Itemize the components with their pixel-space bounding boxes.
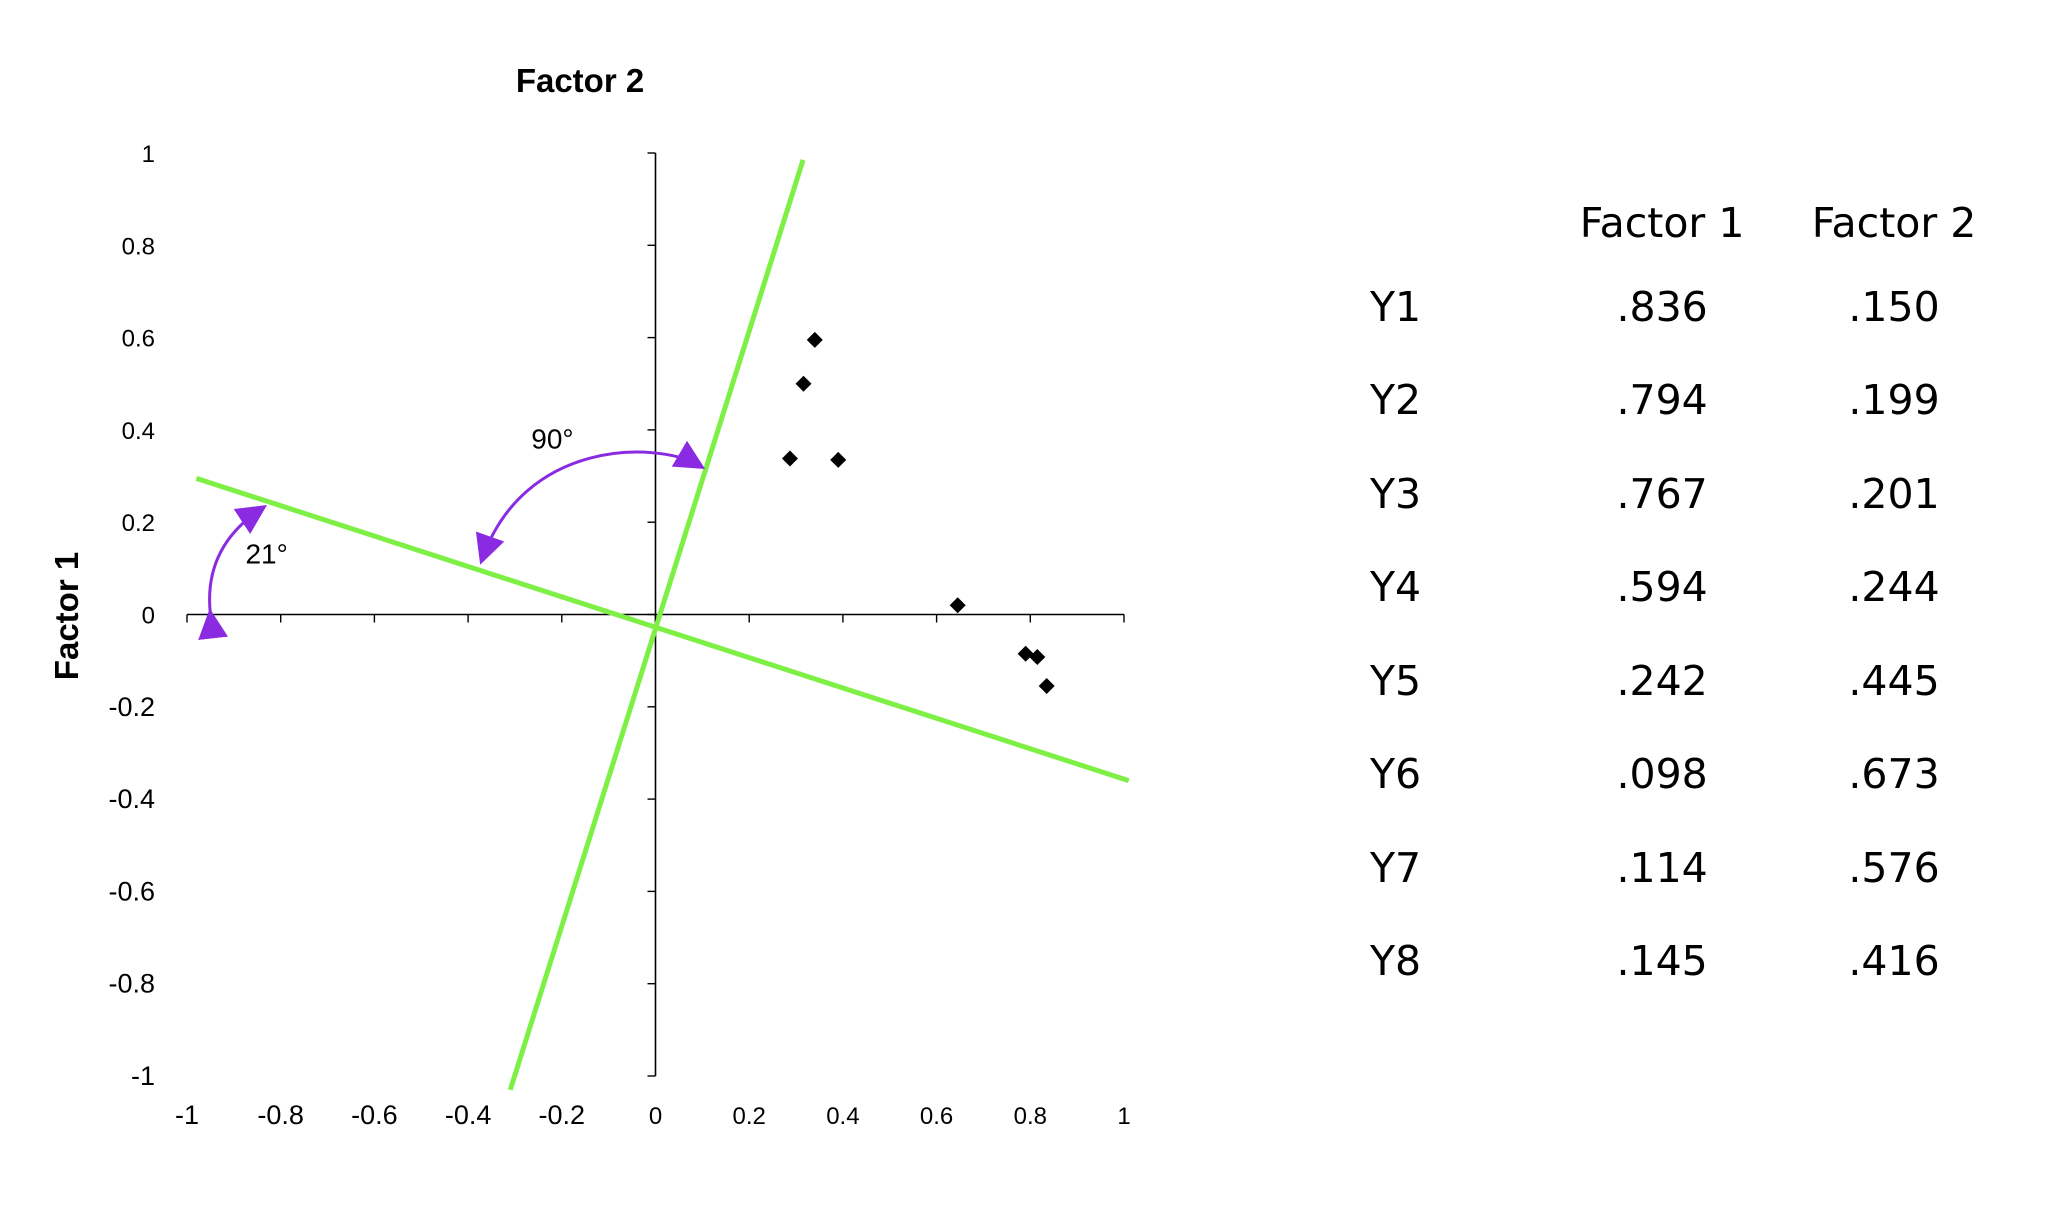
data-points [781,331,1055,695]
factor-1-value: .114 [1616,843,1708,892]
x-tick-label: -1 [175,1100,199,1130]
y-tick-label: 0.8 [122,233,155,260]
data-point [795,375,812,392]
factor-2-value: .199 [1848,376,1940,425]
data-point [1017,645,1034,662]
rotated-factor-line-2 [507,159,806,1091]
factor-1-value: .836 [1616,282,1708,331]
chart-title: Factor 2 [516,62,644,99]
axes: -1 -0.8 -0.6 -0.4 -0.2 0 0.2 0.4 0.6 0.8 1 1 0.8 0.6 0… [108,141,1130,1130]
row-label: Y2 [1370,376,1422,425]
row-label: Y8 [1370,937,1422,986]
table-header-row: Factor 1 Factor 2 [1370,185,2010,260]
data-point [806,331,823,348]
factor-1-value: .098 [1616,750,1708,799]
factor-1-value: .794 [1616,376,1708,425]
angle-label: 21° [245,539,287,570]
y-tick-label: 0.2 [122,510,155,537]
factor-1-value: .594 [1616,563,1708,612]
annotations: 90° 21° [245,423,573,569]
x-tick-label: 0.8 [1014,1103,1047,1130]
factor-plot: Factor 2 Factor 1 -1 -0.8 -0.6 -0.4 -0.2 0 0.2… [48,62,1131,1130]
data-point [949,597,966,614]
rotated-factor-axes [195,159,1130,1091]
x-tick-label: -0.6 [351,1100,398,1130]
angle-arrow-90-head [671,440,706,469]
row-label: Y4 [1370,563,1422,612]
loadings-table: Factor 1 Factor 2 Y1 .836 .150 Y2 .794 .… [1370,185,2010,1008]
x-tick-label: 0.6 [920,1103,953,1130]
x-tick-label: 0.4 [826,1103,859,1130]
factor-1-value: .242 [1616,656,1708,705]
y-tick-label: 1 [142,141,155,168]
row-label: Y3 [1370,469,1422,518]
rotated-factor-line-1 [195,475,1130,784]
data-point [1038,678,1055,695]
data-point [830,451,847,468]
x-tick-label: -0.4 [445,1100,492,1130]
x-tick-label: -0.2 [539,1100,586,1130]
y-tick-label: 0.4 [122,418,155,445]
row-label: Y5 [1370,656,1422,705]
x-tick-label: -0.8 [257,1100,304,1130]
factor-2-value: .416 [1848,937,1940,986]
table-row: Y4 .594 .244 [1370,541,2010,635]
factor-2-value: .673 [1848,750,1940,799]
table-row: Y1 .836 .150 [1370,260,2010,354]
factor-2-value: .150 [1848,282,1940,331]
x-tick-label: 0.2 [733,1103,766,1130]
angle-arrow-21 [198,505,267,641]
factor-2-value: .244 [1848,563,1940,612]
table-row: Y2 .794 .199 [1370,354,2010,448]
y-tick-label: 0.6 [122,326,155,353]
table-row: Y3 .767 .201 [1370,447,2010,541]
y-tick-label: 0 [142,603,155,630]
data-point [781,450,798,467]
y-tick-label: -0.4 [108,784,155,814]
x-tick-label: 1 [1117,1103,1130,1130]
table-row: Y5 .242 .445 [1370,634,2010,728]
x-tick-label: 0 [649,1103,662,1130]
row-label: Y1 [1370,282,1422,331]
factor-1-value: .767 [1616,469,1708,518]
factor-2-value: .201 [1848,469,1940,518]
y-tick-label: -0.2 [108,692,155,722]
y-tick-label: -1 [131,1061,155,1091]
factor-2-value: .445 [1848,656,1940,705]
data-point [1029,648,1046,665]
table-row: Y6 .098 .673 [1370,728,2010,822]
angle-label: 90° [531,423,573,454]
angle-arrow-90 [475,450,699,565]
y-tick-label: -0.8 [108,969,155,999]
factor-2-value: .576 [1848,843,1940,892]
y-tick-label: -0.6 [108,876,155,906]
table-row: Y8 .145 .416 [1370,915,2010,1009]
row-label: Y7 [1370,843,1422,892]
table-header-factor-1: Factor 1 [1579,198,1745,247]
angle-arrows [198,440,706,641]
factor-1-value: .145 [1616,937,1708,986]
row-label: Y6 [1370,750,1422,799]
table-row: Y7 .114 .576 [1370,821,2010,915]
y-axis-label: Factor 1 [48,552,85,680]
table-header-factor-2: Factor 2 [1811,198,1977,247]
